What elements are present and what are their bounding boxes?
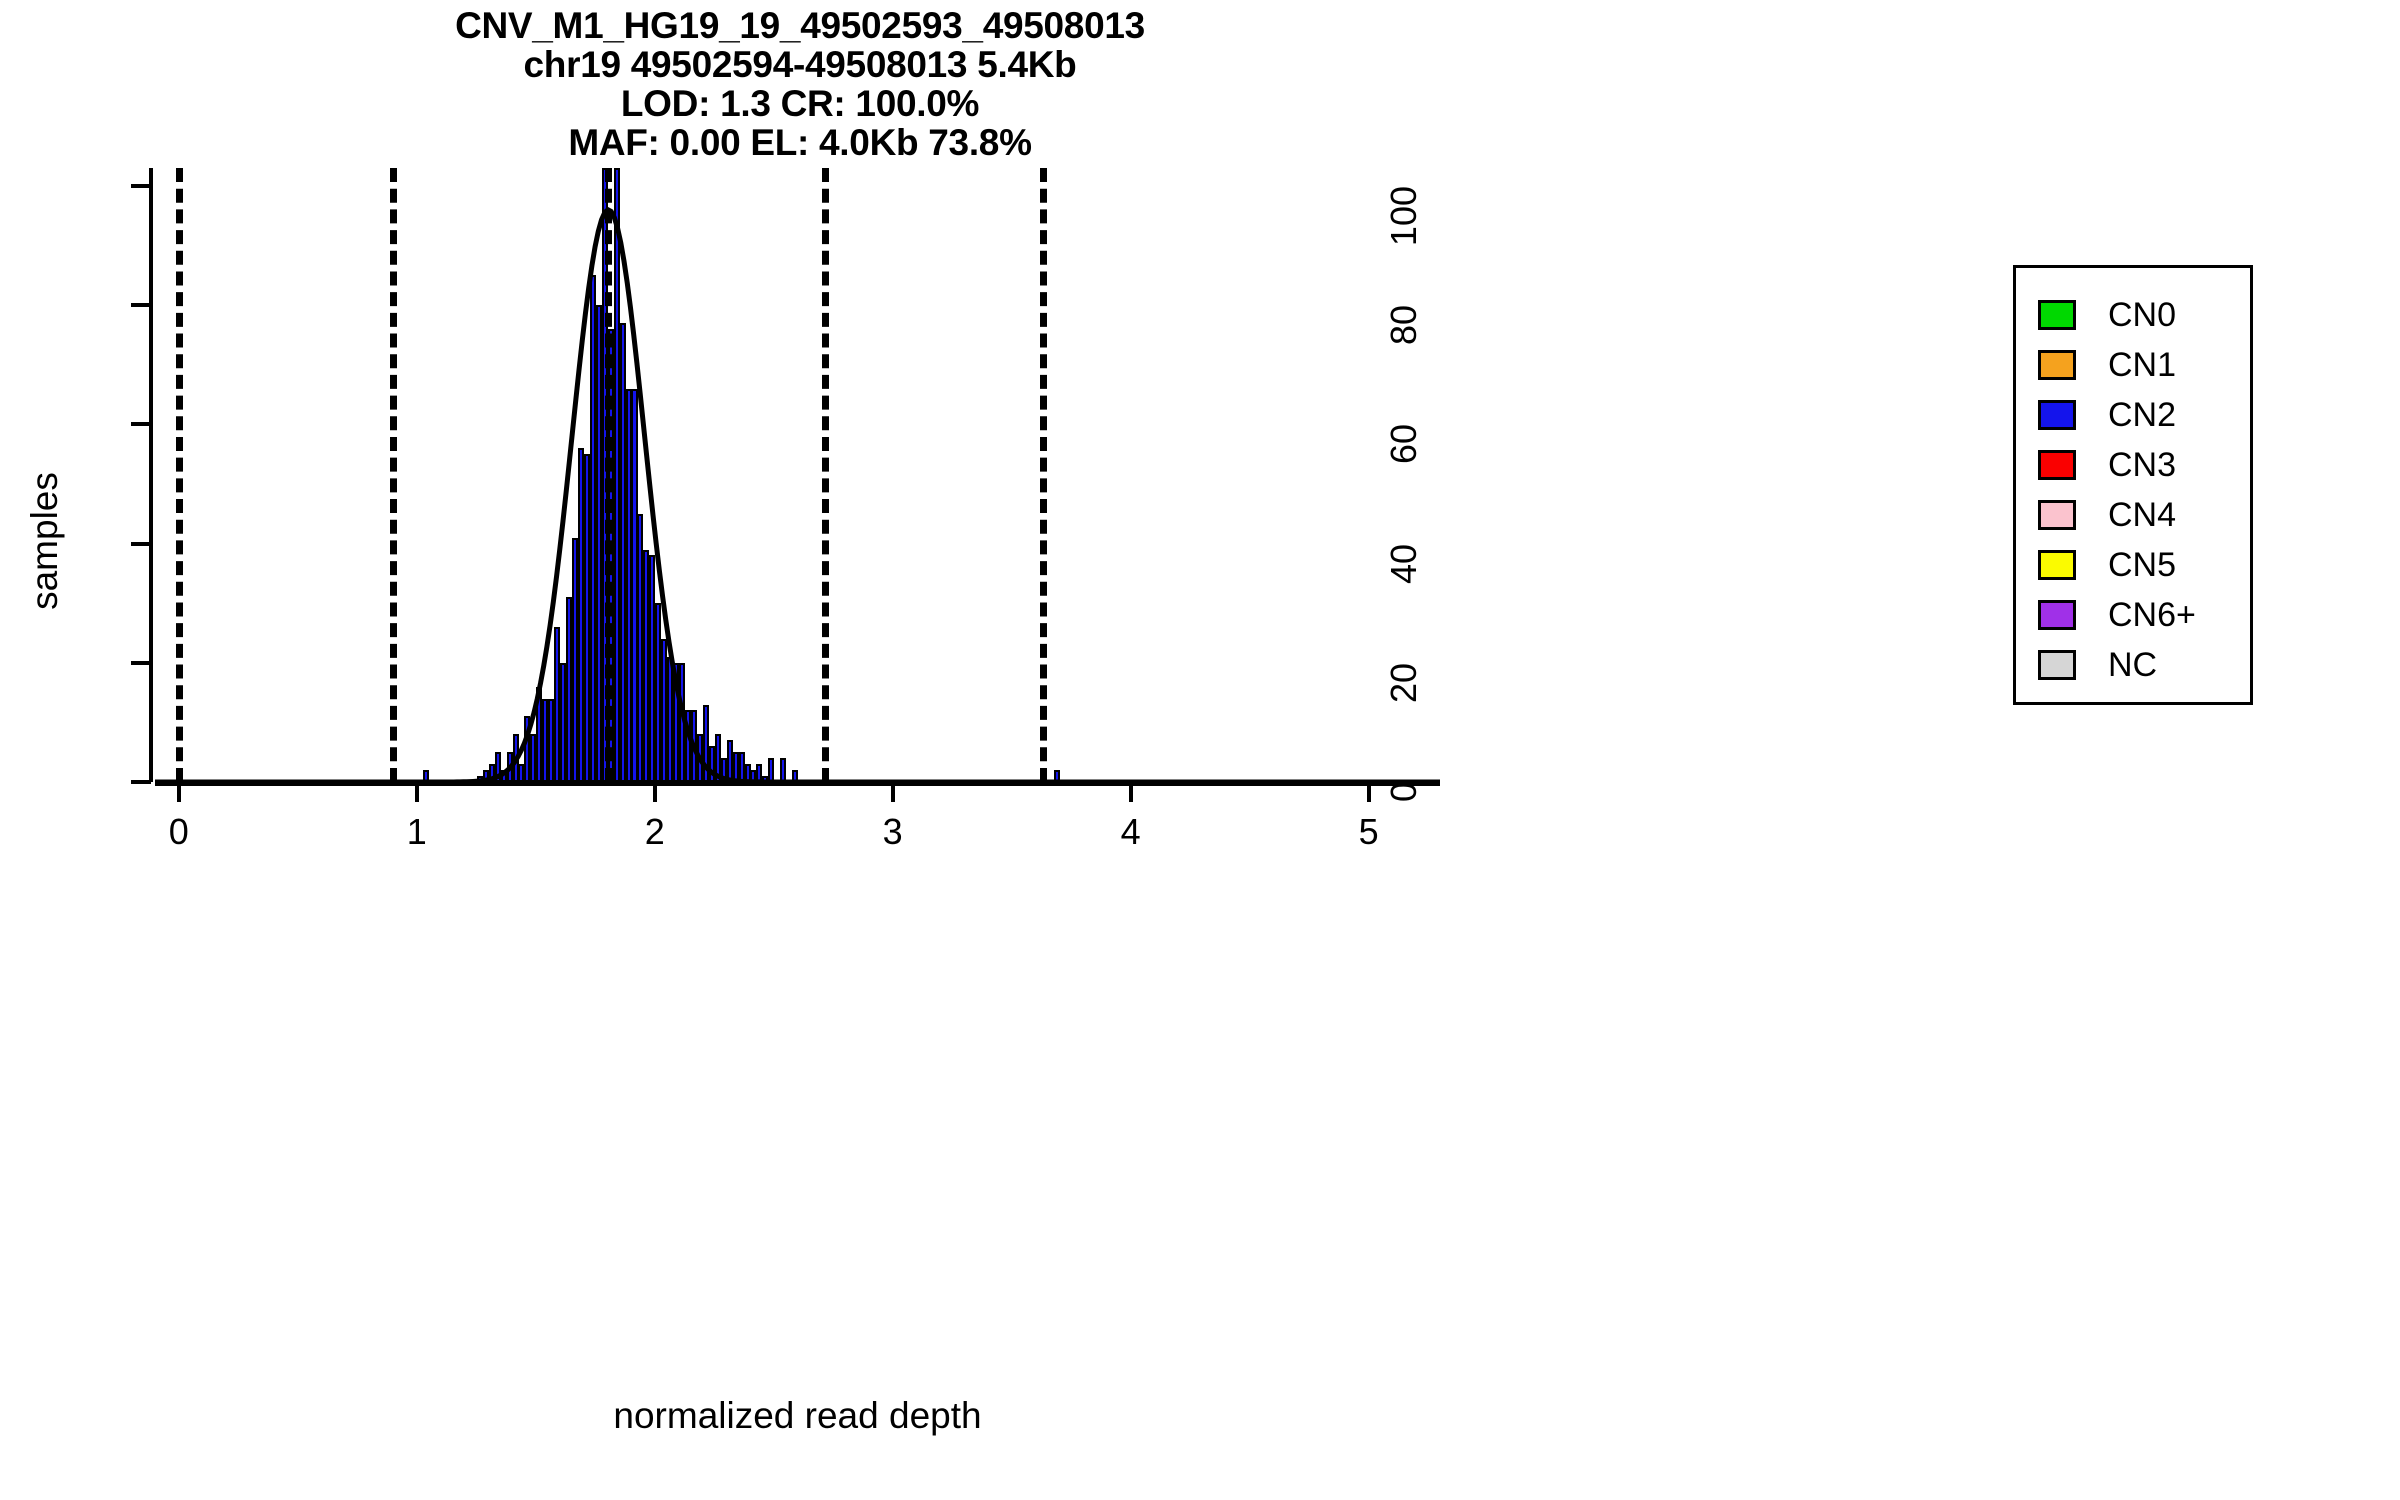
y-tick [131, 660, 151, 665]
histogram-bar [643, 549, 650, 782]
legend-item-label: CN3 [2108, 446, 2177, 484]
y-tick [131, 541, 151, 546]
y-axis-title-text: samples [24, 472, 65, 610]
histogram-bar [566, 597, 573, 782]
histogram-bar [661, 638, 668, 782]
legend-item-cn2[interactable]: CN2 [2038, 390, 2176, 440]
x-axis-title: normalized read depth [613, 1395, 982, 1436]
legend-item-nc[interactable]: NC [2038, 640, 2157, 690]
cn-boundary-line [389, 168, 397, 782]
legend-item-label: CN5 [2108, 546, 2177, 584]
y-tick [131, 780, 151, 784]
histogram-bar [542, 698, 549, 782]
title-line-3: LOD: 1.3 CR: 100.0% [620, 83, 980, 124]
histogram-bar [548, 698, 555, 782]
chart-title-block: CNV_M1_HG19_19_49502593_49508013 chr19 4… [0, 6, 1600, 162]
x-tick-label: 5 [1358, 811, 1379, 852]
legend-item-label: CN6+ [2108, 596, 2196, 634]
histogram-bar [530, 734, 537, 782]
histogram-bar [637, 513, 644, 782]
x-tick-label: 0 [168, 811, 189, 852]
legend-item-label: CN2 [2108, 396, 2177, 434]
legend-item-label: CN1 [2108, 346, 2177, 384]
x-tick [1128, 782, 1133, 802]
histogram-bar [619, 323, 626, 782]
histogram-bar [518, 764, 525, 782]
y-axis-line [149, 168, 153, 782]
cn-boundary-line [1039, 168, 1047, 782]
legend-item-cn6plus[interactable]: CN6+ [2038, 590, 2196, 640]
y-tick-label: 0 [1383, 782, 1424, 803]
histogram-bar [613, 168, 620, 782]
legend-item-cn1[interactable]: CN1 [2038, 340, 2176, 390]
histogram-bar [649, 555, 656, 782]
legend-swatch-icon [2038, 300, 2076, 330]
title-line-2: chr19 49502594-49508013 5.4Kb [523, 44, 1077, 85]
cn-boundary-line [821, 168, 829, 782]
histogram-bar [714, 734, 721, 782]
y-tick [131, 422, 151, 427]
histogram-bar [494, 752, 501, 782]
histogram-bar [577, 448, 584, 782]
histogram-bar [595, 305, 602, 782]
y-tick [131, 303, 151, 308]
x-tick [414, 782, 419, 802]
histogram-bar [631, 388, 638, 782]
legend-item-cn5[interactable]: CN5 [2038, 540, 2176, 590]
histogram-bar [655, 603, 662, 782]
histogram-bar [571, 537, 578, 782]
histogram-bar [524, 716, 531, 782]
gaussian-fit-curve [155, 206, 1440, 785]
x-tick [890, 782, 895, 802]
legend-swatch-icon [2038, 500, 2076, 530]
legend-swatch-icon [2038, 600, 2076, 630]
cn-boundary-line [605, 168, 613, 782]
x-tick-label: 4 [1120, 811, 1141, 852]
legend-swatch-icon [2038, 650, 2076, 680]
y-axis-title: samples [10, 0, 65, 1500]
legend-item-cn4[interactable]: CN4 [2038, 490, 2176, 540]
y-tick [131, 183, 151, 188]
legend-item-label: NC [2108, 646, 2158, 684]
legend-item-cn3[interactable]: CN3 [2038, 440, 2176, 490]
legend-item-cn0[interactable]: CN0 [2038, 290, 2176, 340]
x-tick-label: 1 [406, 811, 427, 852]
x-tick [1366, 782, 1371, 802]
histogram-bar [685, 710, 692, 782]
x-tick [176, 782, 181, 802]
histogram-bar [708, 746, 715, 782]
legend-swatch-icon [2038, 350, 2076, 380]
legend-swatch-icon [2038, 450, 2076, 480]
histogram-bar [673, 662, 680, 782]
histogram-bar [583, 454, 590, 782]
histogram-bar [625, 388, 632, 782]
histogram-bar [554, 627, 561, 782]
title-line-4: MAF: 0.00 EL: 4.0Kb 73.8% [568, 122, 1032, 163]
histogram-bar [702, 704, 709, 782]
histogram-bar [560, 662, 567, 782]
cn-boundary-line [175, 168, 183, 782]
legend-swatch-icon [2038, 400, 2076, 430]
x-tick-label: 2 [644, 811, 665, 852]
legend-swatch-icon [2038, 550, 2076, 580]
x-tick-label: 3 [882, 811, 903, 852]
x-tick [652, 782, 657, 802]
legend-item-label: CN0 [2108, 296, 2177, 334]
legend: CN0 CN1 CN2 CN3 CN4 CN5 CN6+ NC [2013, 265, 2253, 705]
title-line-1: CNV_M1_HG19_19_49502593_49508013 [455, 5, 1145, 46]
legend-item-label: CN4 [2108, 496, 2177, 534]
